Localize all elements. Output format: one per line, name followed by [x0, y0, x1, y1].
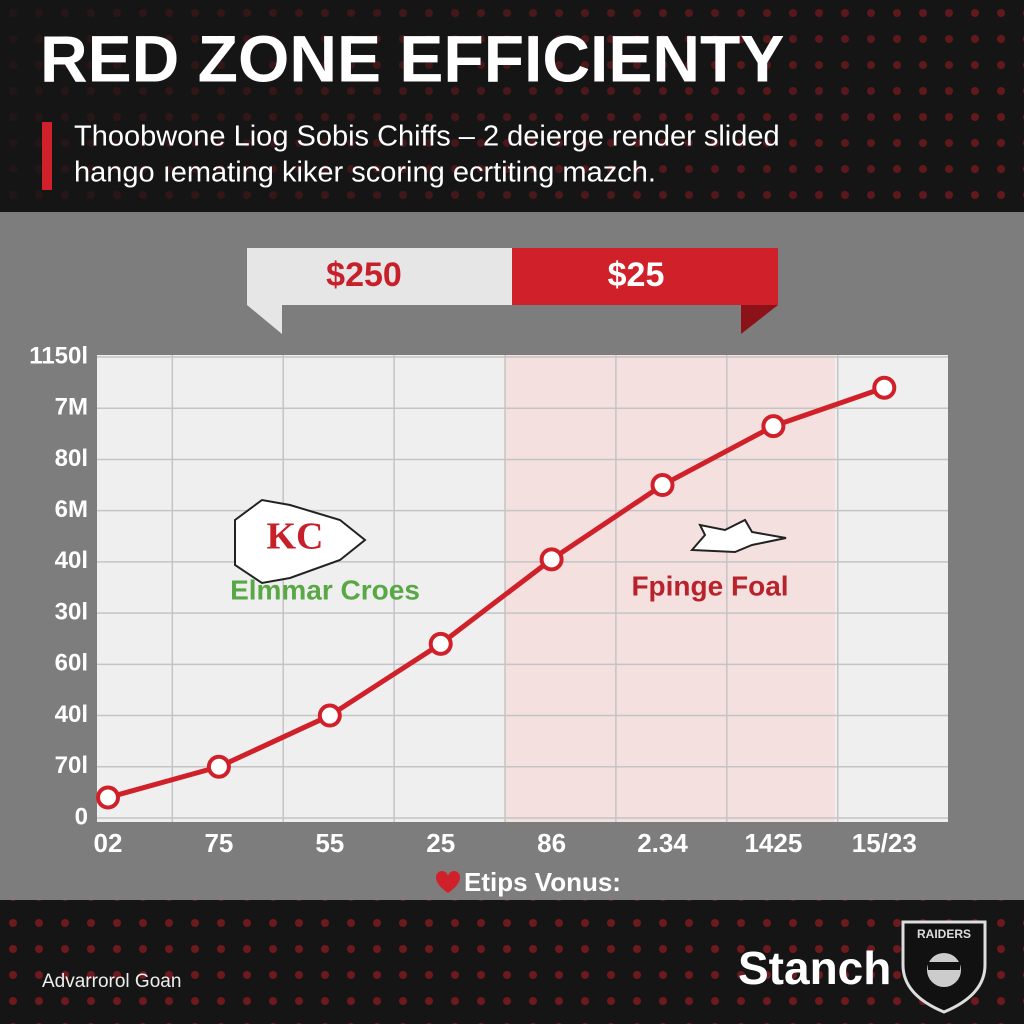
footer: Advarrorol Goan	[42, 971, 181, 992]
icon	[689, 518, 787, 554]
legend-label: Etips Vonus:	[464, 867, 621, 897]
x-tick-label: 86	[537, 828, 566, 858]
x-tick-label: 2.34	[637, 828, 688, 858]
x-tick-label: 15/23	[852, 828, 917, 858]
x-tick-label: 1425	[744, 828, 802, 858]
y-tick-label: 0	[75, 803, 88, 830]
subtitle: Thoobwone Liog Sobis Chiffs – 2 deierge …	[74, 121, 780, 153]
badge	[247, 248, 512, 305]
y-tick-label: 40l	[55, 701, 88, 728]
badge	[512, 248, 778, 305]
subtitle: hango ıemating kiker scoring ecrtiting m…	[74, 157, 656, 189]
point	[206, 754, 231, 779]
point	[428, 631, 453, 656]
x-tick-label: 55	[315, 828, 344, 858]
grid	[97, 355, 948, 822]
x-tick-label: 75	[204, 828, 233, 858]
chart-title: RED ZONE EFFICIENTY	[40, 21, 784, 95]
y-tick-label: 7M	[55, 394, 88, 421]
series-layer	[96, 375, 897, 810]
dot-background	[0, 900, 1024, 1024]
kc-logo: KC	[234, 498, 367, 585]
badge-text: $25	[608, 256, 665, 294]
y-tick-label: 1150l	[29, 342, 88, 369]
badge-text: $250	[326, 256, 402, 294]
point	[650, 473, 675, 498]
badge-tail	[741, 305, 778, 334]
point	[872, 375, 897, 400]
accent-bar	[42, 122, 52, 190]
shade	[0, 0, 1024, 212]
point	[539, 547, 564, 572]
y-tick-label: 40l	[55, 547, 88, 574]
y-tick-label: 80l	[55, 445, 88, 472]
x-tick-label: 02	[94, 828, 123, 858]
y-tick-label: 70l	[55, 752, 88, 779]
line	[107, 385, 886, 800]
annotation: Fpinge Foal	[631, 570, 788, 601]
x-tick-label: 25	[426, 828, 455, 858]
y-tick-label: 30l	[55, 598, 88, 625]
point	[761, 414, 786, 439]
raiders-logo: RAIDERS	[901, 920, 987, 1014]
y-tick-label: 6M	[55, 496, 88, 523]
logo-text: RAIDERS	[917, 927, 971, 941]
annotation: Elmmar Croes	[230, 574, 420, 605]
brand: Stanch	[738, 942, 891, 994]
legend-icon	[436, 871, 460, 893]
point	[317, 703, 342, 728]
logo-text: KC	[267, 516, 324, 558]
point	[96, 785, 120, 810]
y-tick-label: 60l	[55, 650, 88, 677]
badge-tail	[247, 305, 282, 334]
